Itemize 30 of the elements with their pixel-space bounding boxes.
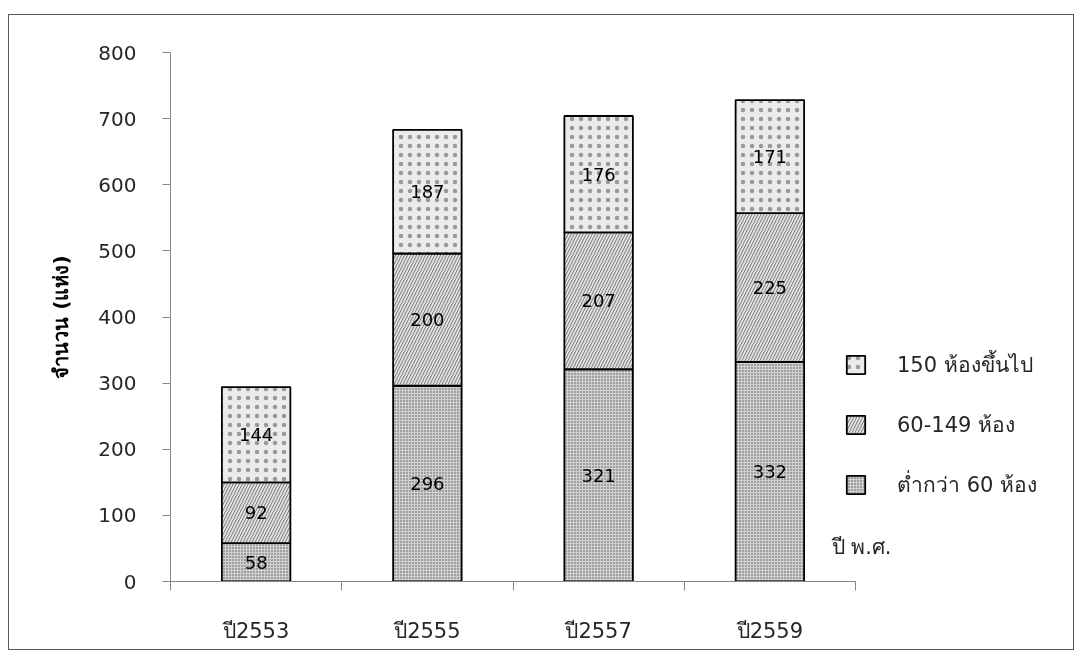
y-tick-label: 800 [98, 40, 137, 65]
data-label: 225 [752, 277, 788, 299]
legend-label: 150 ห้องขึ้นไป [897, 349, 1033, 379]
y-tick-label: 200 [98, 437, 137, 462]
x-tick-label: ปี2559 [735, 618, 804, 643]
x-axis-title: ปี พ.ศ. [830, 534, 892, 559]
data-label: 200 [410, 309, 445, 331]
data-label: 296 [410, 473, 445, 495]
data-label: 92 [244, 502, 268, 524]
y-tick-label: 700 [98, 106, 137, 131]
legend-label: ต่ำกว่า 60 ห้อง [897, 469, 1038, 499]
y-tick-label: 0 [123, 569, 137, 594]
data-label: 171 [752, 146, 788, 168]
x-tick-label: ปี2557 [564, 618, 632, 643]
legend-label: 60-149 ห้อง [897, 412, 1016, 439]
data-label: 187 [410, 181, 445, 203]
data-label: 332 [752, 461, 788, 483]
y-tick-label: 100 [98, 503, 137, 528]
y-tick-label: 500 [98, 238, 137, 263]
y-tick-label: 400 [98, 305, 137, 329]
y-tick-label: 300 [98, 371, 137, 396]
y-tick-label: 600 [98, 172, 137, 197]
data-label: 207 [581, 290, 616, 312]
y-axis-title: จำนวน (แห่ง) [49, 255, 74, 379]
data-label: 58 [244, 551, 268, 573]
x-tick-label: ปี2553 [221, 618, 290, 643]
data-label: 321 [581, 464, 616, 486]
data-label: 144 [238, 424, 274, 446]
data-label: 176 [581, 163, 616, 185]
x-tick-label: ปี2555 [393, 618, 461, 643]
